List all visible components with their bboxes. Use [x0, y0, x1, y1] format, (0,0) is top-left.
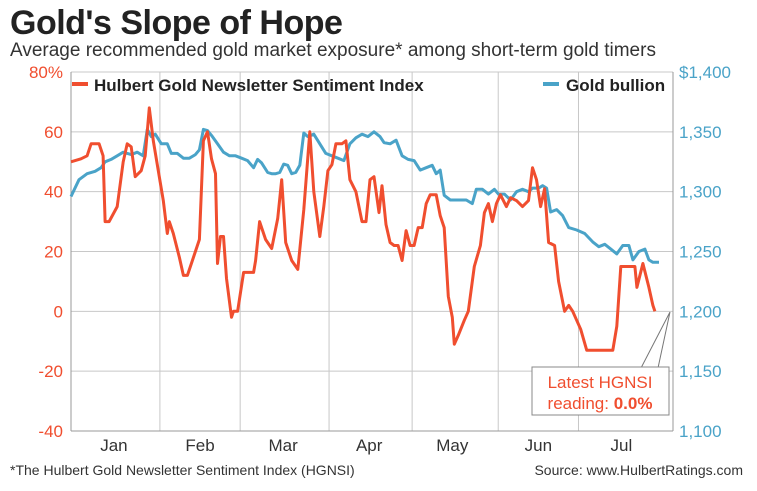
x-tick-label: Apr: [356, 436, 383, 455]
annotation-line2: reading: 0.0%: [548, 394, 653, 413]
y-left-tick-label: -40: [38, 422, 63, 441]
y-right-tick-label: 1,100: [679, 422, 722, 441]
annotation-box: [531, 366, 670, 416]
annotation-pointer: [640, 311, 671, 369]
annotation-line2-value: 0.0%: [614, 394, 653, 413]
y-left-tick-label: 80%: [29, 63, 63, 82]
source-credit: Source: www.HulbertRatings.com: [534, 462, 743, 478]
series-line-hgnsi: [70, 106, 657, 352]
annotation-line2-prefix: reading:: [548, 394, 614, 413]
y-left-tick-label: 20: [44, 243, 63, 262]
y-right-tick-label: $1,400: [679, 63, 731, 82]
y-right-tick-label: 1,150: [679, 362, 722, 381]
axis-layer: 80% 60 40 20 0 -20 -40 $1,400 1,350 1,300 1,250 1,2…: [29, 63, 731, 455]
y-right-tick-label: 1,300: [679, 183, 722, 202]
x-tick-label: Jul: [611, 436, 633, 455]
y-right-tick-label: 1,250: [679, 243, 722, 262]
y-left-tick-label: 60: [44, 123, 63, 142]
y-left-tick-label: 0: [54, 302, 63, 321]
legend-layer: Hulbert Gold Newsletter Sentiment Index …: [72, 76, 665, 95]
legend-label-hgnsi: Hulbert Gold Newsletter Sentiment Index: [94, 76, 424, 95]
legend-label-gold: Gold bullion: [566, 76, 665, 95]
x-tick-label: May: [436, 436, 469, 455]
footnote: *The Hulbert Gold Newsletter Sentiment I…: [10, 462, 355, 478]
chart-subtitle: Average recommended gold market exposure…: [10, 40, 656, 61]
series-line-gold: [69, 127, 659, 264]
x-tick-label: Mar: [268, 436, 298, 455]
y-right-tick-label: 1,200: [679, 302, 722, 321]
x-tick-label: Jun: [525, 436, 552, 455]
series-layer: [69, 106, 659, 352]
annotation-layer: Latest HGNSI reading: 0.0%: [531, 311, 671, 416]
y-right-tick-label: 1,350: [679, 123, 722, 142]
y-left-tick-label: -20: [38, 362, 63, 381]
y-left-tick-label: 40: [44, 183, 63, 202]
annotation-line1: Latest HGNSI: [548, 373, 653, 392]
x-tick-label: Feb: [185, 436, 214, 455]
x-tick-label: Jan: [100, 436, 127, 455]
chart-title: Gold's Slope of Hope: [10, 4, 343, 42]
